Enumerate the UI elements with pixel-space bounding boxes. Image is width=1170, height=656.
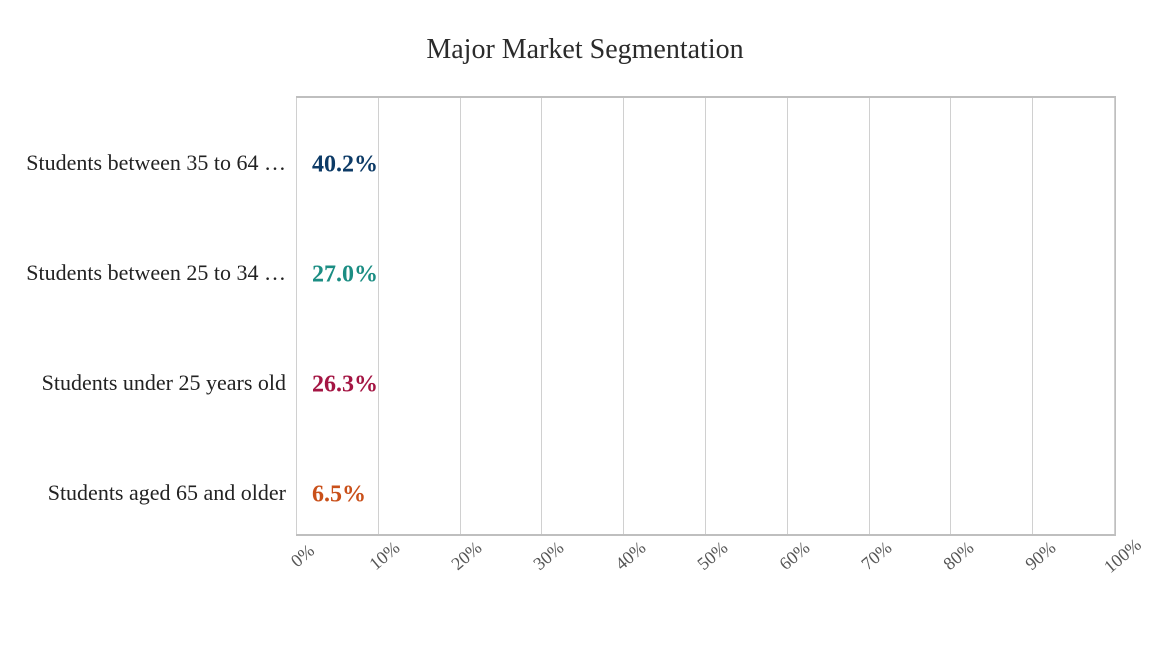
- gridline: [1114, 98, 1115, 534]
- x-tick-label: 10%: [365, 537, 404, 574]
- x-tick-label: 100%: [1100, 535, 1146, 578]
- gridline: [787, 98, 788, 534]
- category-label: Students under 25 years old: [42, 370, 286, 396]
- gridline: [541, 98, 542, 534]
- value-label: 26.3%: [296, 372, 378, 399]
- value-label: 40.2%: [296, 152, 378, 179]
- gridline: [460, 98, 461, 534]
- value-label: 27.0%: [296, 262, 378, 289]
- category-label: Students aged 65 and older: [48, 480, 286, 506]
- gridline: [950, 98, 951, 534]
- x-tick-label: 60%: [775, 537, 814, 574]
- category-label: Students between 35 to 64 …: [26, 150, 286, 176]
- gridline: [705, 98, 706, 534]
- x-tick-label: 0%: [287, 540, 319, 572]
- value-label: 6.5%: [296, 482, 366, 509]
- x-tick-label: 70%: [857, 537, 896, 574]
- gridline: [1032, 98, 1033, 534]
- x-tick-label: 80%: [939, 537, 978, 574]
- gridline: [623, 98, 624, 534]
- chart-title: Major Market Segmentation: [0, 34, 1170, 66]
- x-tick-label: 40%: [611, 537, 650, 574]
- x-tick-label: 30%: [529, 537, 568, 574]
- x-tick-label: 50%: [693, 537, 732, 574]
- plot-frame: 40.2% 27.0% 26.3% 6.5%: [296, 96, 1116, 536]
- x-tick-label: 20%: [447, 537, 486, 574]
- category-label: Students between 25 to 34 …: [26, 260, 286, 286]
- x-tick-label: 90%: [1021, 537, 1060, 574]
- plot-area: 40.2% 27.0% 26.3% 6.5% 0% 10% 20%: [296, 96, 1116, 536]
- gridline: [869, 98, 870, 534]
- chart-container: Major Market Segmentation Students betwe…: [0, 0, 1170, 656]
